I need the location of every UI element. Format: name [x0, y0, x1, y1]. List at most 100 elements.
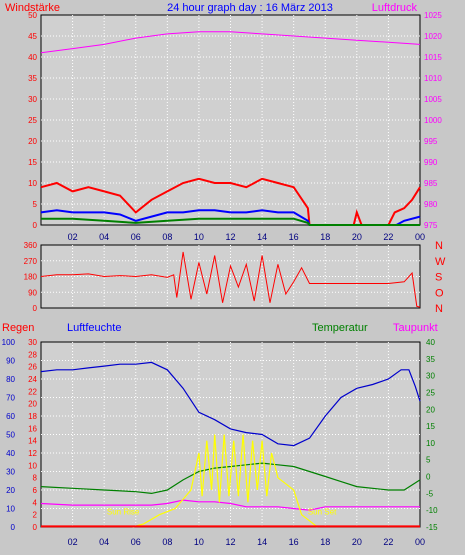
humidity-y-tick: 100: [2, 338, 16, 347]
humidity-temp-x-tick: 12: [225, 537, 235, 547]
series-windrichtung: [40, 251, 421, 308]
temp-y-tick: 10: [426, 439, 435, 448]
compass-label: W: [435, 256, 446, 268]
series-taupunkt: [40, 499, 420, 511]
humidity-y-tick: 20: [6, 486, 15, 495]
wind-pressure-x-tick: 16: [289, 232, 299, 242]
humidity-temp-x-tick: 22: [383, 537, 393, 547]
rain-y-tick: 26: [28, 363, 37, 372]
temp-y-tick: 40: [426, 338, 435, 347]
series-luftdruck: [40, 31, 421, 54]
rain-y-tick: 18: [28, 412, 37, 421]
humidity-temp-x-tick: 02: [68, 537, 78, 547]
pressure-y-tick: 975: [424, 221, 438, 230]
wind-y-tick: 40: [28, 53, 37, 62]
pressure-y-tick: 1000: [424, 116, 442, 125]
wind-axis-label: Windstärke: [5, 2, 60, 14]
humidity-y-tick: 70: [6, 394, 15, 403]
wind-pressure-x-tick: 12: [225, 232, 235, 242]
series-calm: [41, 217, 420, 226]
direction-y-tick: 180: [24, 273, 38, 282]
wind-y-tick: 20: [28, 137, 37, 146]
wind-pressure-x-tick: 02: [68, 232, 78, 242]
pressure-y-tick: 1025: [424, 11, 442, 20]
wind-pressure-x-tick: 18: [320, 232, 330, 242]
chart-title: 24 hour graph day : 16 März 2013: [167, 2, 333, 14]
rain-y-tick: 20: [28, 400, 37, 409]
rain-y-tick: 10: [28, 461, 37, 470]
rain-y-tick: 30: [28, 338, 37, 347]
humidity-y-tick: 50: [6, 431, 15, 440]
compass-label: S: [435, 272, 442, 284]
series-solar: [132, 434, 318, 528]
sunrise-annotation: Sun Rise: [107, 508, 140, 517]
rain-y-tick: 2: [33, 511, 38, 520]
humidity-temp-x-tick: 04: [99, 537, 109, 547]
wind-y-tick: 45: [28, 32, 37, 41]
rain-y-tick: 14: [28, 437, 37, 446]
humidity-y-tick: 90: [6, 357, 15, 366]
series-luftfeuchte: [40, 361, 421, 447]
temp-y-tick: 20: [426, 405, 435, 414]
temp-y-tick: 25: [426, 388, 435, 397]
pressure-y-tick: 1010: [424, 74, 442, 83]
rain-y-tick: 12: [28, 449, 37, 458]
humidity-temp-x-tick: 18: [320, 537, 330, 547]
compass-label: O: [435, 287, 444, 299]
humidity-y-tick: 10: [6, 505, 15, 514]
wind-y-tick: 50: [28, 11, 37, 20]
humidity-temp-x-tick: 06: [131, 537, 141, 547]
temp-y-tick: 0: [426, 473, 431, 482]
wind-pressure-x-tick: 08: [162, 232, 172, 242]
direction-y-tick: 270: [24, 257, 38, 266]
rain-y-tick: 0: [33, 523, 38, 532]
wind-pressure-x-tick: 06: [131, 232, 141, 242]
wind-pressure-x-tick: 14: [257, 232, 267, 242]
wind-y-tick: 5: [33, 200, 38, 209]
humidity-y-tick: 30: [6, 468, 15, 477]
humidity-temp-x-tick: 20: [352, 537, 362, 547]
legend-temperatur: Temperatur: [312, 322, 368, 334]
pressure-y-tick: 1015: [424, 53, 442, 62]
temp-y-tick: 5: [426, 456, 431, 465]
direction-y-tick: 360: [24, 241, 38, 250]
wind-y-tick: 10: [28, 179, 37, 188]
humidity-temp-x-tick: 00: [415, 537, 425, 547]
rain-y-tick: 4: [33, 498, 38, 507]
wind-pressure-x-tick: 00: [415, 232, 425, 242]
temp-y-tick: -5: [426, 489, 434, 498]
pressure-y-tick: 1005: [424, 95, 442, 104]
compass-label: N: [435, 303, 443, 315]
rain-y-tick: 6: [33, 486, 38, 495]
pressure-axis-label: Luftdruck: [372, 2, 418, 14]
humidity-temp-x-tick: 14: [257, 537, 267, 547]
rain-y-tick: 16: [28, 424, 37, 433]
compass-label: N: [435, 240, 443, 252]
pressure-y-tick: 990: [424, 158, 438, 167]
wind-y-tick: 30: [28, 95, 37, 104]
humidity-y-tick: 80: [6, 375, 15, 384]
humidity-y-tick: 0: [11, 523, 16, 532]
legend-regen: Regen: [2, 322, 34, 334]
humidity-temp-x-tick: 10: [194, 537, 204, 547]
humidity-temp-x-tick: 08: [162, 537, 172, 547]
pressure-y-tick: 980: [424, 200, 438, 209]
temp-y-tick: 30: [426, 372, 435, 381]
rain-y-tick: 8: [33, 474, 38, 483]
wind-y-tick: 35: [28, 74, 37, 83]
wind-pressure-x-tick: 10: [194, 232, 204, 242]
wind-y-tick: 25: [28, 116, 37, 125]
wind-pressure-x-tick: 22: [383, 232, 393, 242]
wind-pressure-x-tick: 20: [352, 232, 362, 242]
temp-y-tick: -10: [426, 506, 438, 515]
rain-y-tick: 24: [28, 375, 37, 384]
temp-y-tick: -15: [426, 523, 438, 532]
legend-taupunkt: Taupunkt: [393, 322, 438, 334]
rain-y-tick: 28: [28, 350, 37, 359]
temp-y-tick: 15: [426, 422, 435, 431]
direction-y-tick: 0: [33, 304, 38, 313]
direction-y-tick: 90: [28, 288, 37, 297]
pressure-y-tick: 985: [424, 179, 438, 188]
humidity-temp-x-tick: 16: [289, 537, 299, 547]
